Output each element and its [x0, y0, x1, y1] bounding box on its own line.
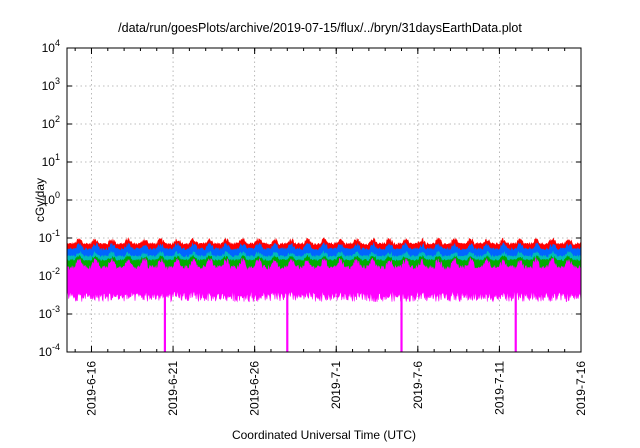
y-tick-label: 10-3: [39, 304, 60, 321]
y-tick-label: 10-1: [39, 228, 60, 245]
plot-frame: [66, 47, 582, 353]
y-tick-label: 104: [42, 38, 60, 55]
y-tick-label: 101: [42, 152, 60, 169]
x-tick-label: 2019-7-6: [411, 361, 425, 409]
y-axis-label: cGy/day: [33, 177, 47, 223]
y-tick-label: 10-4: [39, 342, 60, 359]
x-tick-label: 2019-7-16: [574, 361, 588, 416]
chart-title: /data/run/goesPlots/archive/2019-07-15/f…: [118, 21, 522, 35]
x-tick-label: 2019-7-11: [492, 361, 506, 415]
x-tick-label: 2019-6-26: [248, 361, 262, 416]
y-tick-label: 10-2: [39, 266, 60, 283]
x-tick-label: 2019-6-16: [84, 361, 98, 416]
x-axis-label: Coordinated Universal Time (UTC): [231, 428, 417, 442]
y-tick-label: 102: [42, 114, 60, 131]
x-tick-label: 2019-7-1: [329, 361, 343, 409]
y-tick-label: 100: [42, 190, 60, 207]
x-tick-label: 2019-6-21: [166, 361, 180, 416]
y-tick-label: 103: [42, 76, 60, 93]
